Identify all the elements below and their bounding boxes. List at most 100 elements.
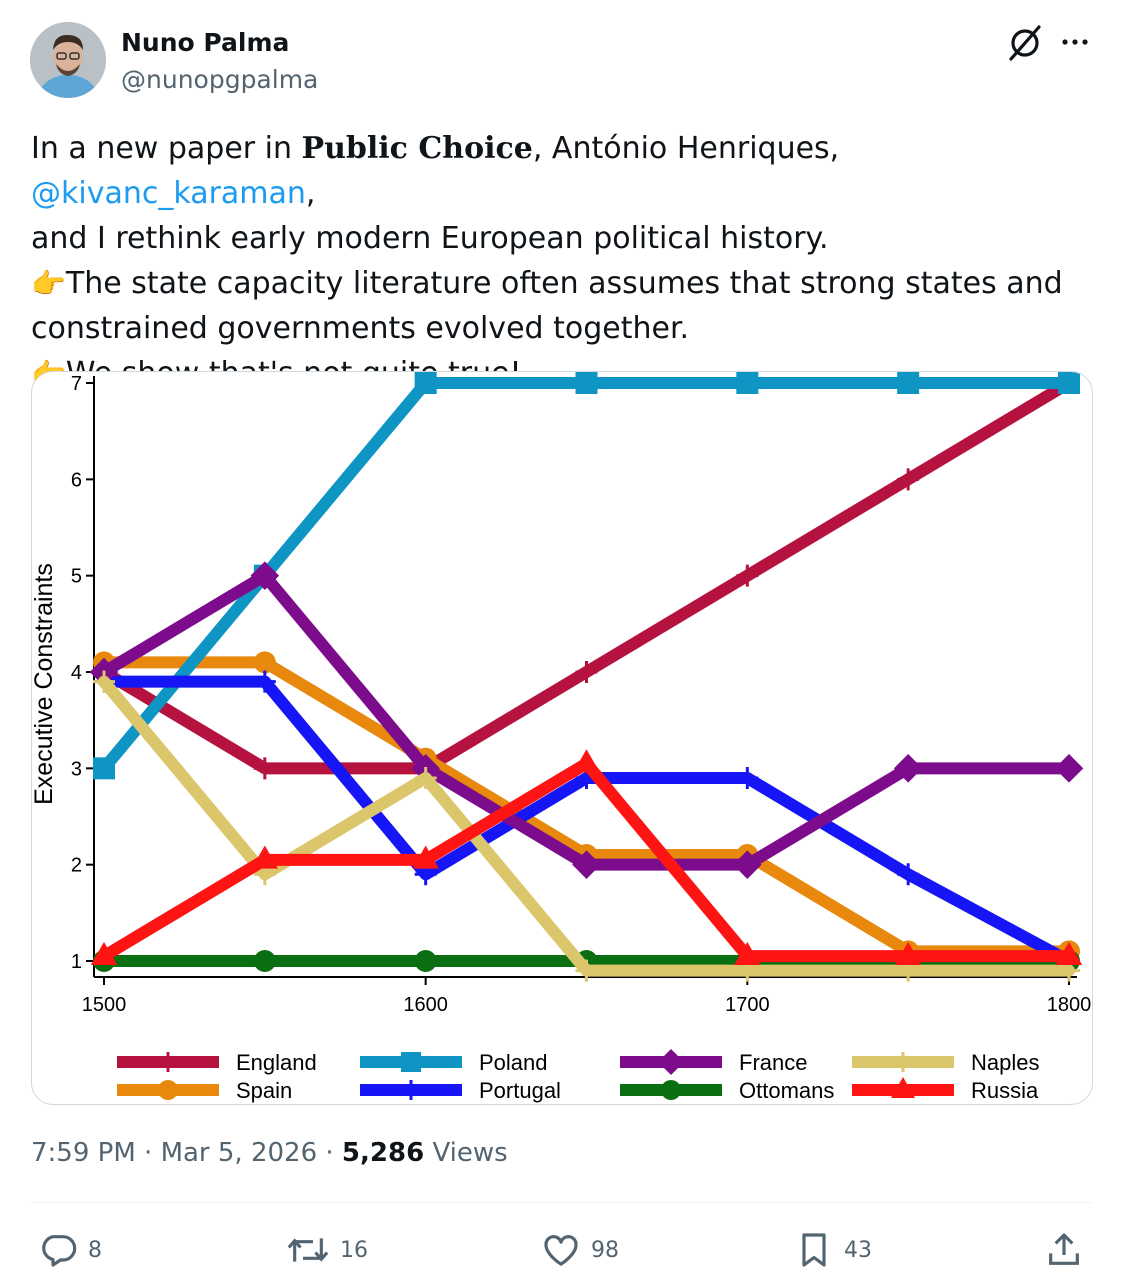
y-axis-label: Executive Constraints xyxy=(32,563,58,805)
data-point-poland xyxy=(575,372,598,394)
legend-label-ottomans: Ottomans xyxy=(739,1078,834,1103)
reply-count: 8 xyxy=(88,1237,102,1263)
legend-label-portugal: Portugal xyxy=(479,1078,561,1103)
reply-button[interactable]: 8 xyxy=(38,1228,102,1272)
legend-marker-naples xyxy=(893,1052,913,1072)
data-point-poland xyxy=(736,372,759,394)
data-point-poland xyxy=(897,372,920,394)
tweet-line-3: 👉The state capacity literature often ass… xyxy=(31,261,1101,306)
data-point-france xyxy=(733,850,762,879)
x-tick-label: 1700 xyxy=(725,994,770,1016)
y-tick-label: 7 xyxy=(71,373,82,395)
y-tick-label: 1 xyxy=(71,951,82,973)
data-point-russia xyxy=(251,845,279,869)
legend-marker-france xyxy=(658,1049,684,1075)
repost-count: 16 xyxy=(340,1237,368,1263)
series-line-naples xyxy=(98,675,1075,977)
tweet-time[interactable]: 7:59 PM xyxy=(31,1138,136,1168)
tweet-part-3: , xyxy=(305,176,316,211)
repost-icon xyxy=(287,1238,329,1262)
tweet-line-2: and I rethink early modern European poli… xyxy=(31,221,829,256)
data-point-russia xyxy=(412,845,439,869)
mention-link[interactable]: @kivanc_karaman xyxy=(31,176,306,211)
data-point-naples xyxy=(575,959,598,982)
data-point-naples xyxy=(414,766,437,789)
tweet-line-3-text: The state capacity literature often assu… xyxy=(65,266,1063,301)
repost-button[interactable]: 16 xyxy=(286,1228,368,1272)
more-options-icon[interactable] xyxy=(1060,22,1092,66)
legend-label-russia: Russia xyxy=(971,1078,1039,1103)
data-point-england xyxy=(897,468,920,491)
series-line-portugal xyxy=(98,675,1075,967)
data-point-russia xyxy=(573,749,600,773)
data-point-poland xyxy=(1058,372,1080,394)
avatar-photo xyxy=(30,22,106,98)
divider xyxy=(31,1202,1092,1203)
data-point-portugal xyxy=(253,670,276,693)
views-count: 5,286 xyxy=(341,1138,425,1168)
tweet-line-1: In a new paper in Public Choice, António… xyxy=(31,126,1101,216)
data-point-england xyxy=(575,661,598,683)
legend-label-england: England xyxy=(236,1050,317,1075)
legend-marker-poland xyxy=(401,1052,421,1072)
bookmark-count: 43 xyxy=(844,1237,872,1263)
tweet-text: In a new paper in Public Choice, António… xyxy=(31,126,1101,396)
data-point-spain xyxy=(253,651,276,674)
data-point-england xyxy=(253,757,276,780)
tweet-part-1: In a new paper in xyxy=(31,131,302,166)
x-tick-label: 1500 xyxy=(82,994,127,1016)
legend-label-spain: Spain xyxy=(236,1078,292,1103)
data-point-portugal xyxy=(736,766,759,789)
author-handle[interactable]: @nunopgpalma xyxy=(121,65,319,94)
data-point-france xyxy=(250,561,280,590)
pointing-hand-icon: 👉 xyxy=(31,267,66,300)
data-point-russia xyxy=(894,941,922,965)
legend-label-poland: Poland xyxy=(479,1050,548,1075)
journal-name: Public Choice xyxy=(301,131,533,166)
separator: · xyxy=(325,1138,334,1168)
avatar[interactable] xyxy=(30,22,106,98)
separator: · xyxy=(144,1138,153,1168)
legend-label-naples: Naples xyxy=(971,1050,1039,1075)
like-button[interactable]: 98 xyxy=(541,1228,619,1272)
data-point-france xyxy=(893,754,923,783)
legend-marker-ottomans xyxy=(661,1080,681,1100)
tweet-date[interactable]: Mar 5, 2026 xyxy=(160,1138,318,1168)
data-point-naples xyxy=(93,670,115,693)
author-name[interactable]: Nuno Palma xyxy=(121,28,290,57)
y-tick-label: 6 xyxy=(71,469,82,491)
data-point-france xyxy=(1054,754,1084,783)
series-line-poland xyxy=(98,377,1075,775)
tweet-line-4: constrained governments evolved together… xyxy=(31,311,690,346)
y-tick-label: 4 xyxy=(71,662,82,684)
y-tick-label: 3 xyxy=(71,758,82,780)
like-count: 98 xyxy=(591,1237,619,1263)
bookmark-icon xyxy=(802,1233,826,1267)
bookmark-button[interactable]: 43 xyxy=(794,1228,872,1272)
chart-image[interactable]: 1 2 3 4 5 6 7 1500 1600 1700 1800 Executive Constra… xyxy=(31,371,1093,1105)
legend-marker-russia xyxy=(891,1077,915,1098)
views-label: Views xyxy=(432,1138,508,1168)
grok-icon[interactable] xyxy=(1006,22,1044,68)
x-tick-label: 1800 xyxy=(1047,994,1092,1016)
data-point-russia xyxy=(1055,941,1083,965)
tweet-metadata: 7:59 PM · Mar 5, 2026 · 5,286 Views xyxy=(31,1138,508,1168)
data-point-russia xyxy=(734,941,761,965)
y-tick-label: 5 xyxy=(71,566,82,588)
series-line-spain xyxy=(98,656,1075,958)
series-line-france xyxy=(98,569,1075,871)
legend-label-france: France xyxy=(739,1050,807,1075)
data-point-ottomans xyxy=(253,950,276,972)
data-point-ottomans xyxy=(414,950,437,972)
data-point-england xyxy=(736,564,759,587)
tweet-part-2: , António Henriques, xyxy=(532,131,840,166)
data-point-poland xyxy=(93,757,115,780)
data-point-russia xyxy=(90,941,118,965)
share-button[interactable] xyxy=(1044,1228,1094,1272)
data-point-poland xyxy=(414,372,437,394)
share-icon xyxy=(1049,1233,1079,1265)
y-tick-label: 2 xyxy=(71,855,82,877)
series-line-england xyxy=(98,377,1075,775)
data-point-france xyxy=(572,850,601,879)
data-point-portugal xyxy=(897,863,920,886)
